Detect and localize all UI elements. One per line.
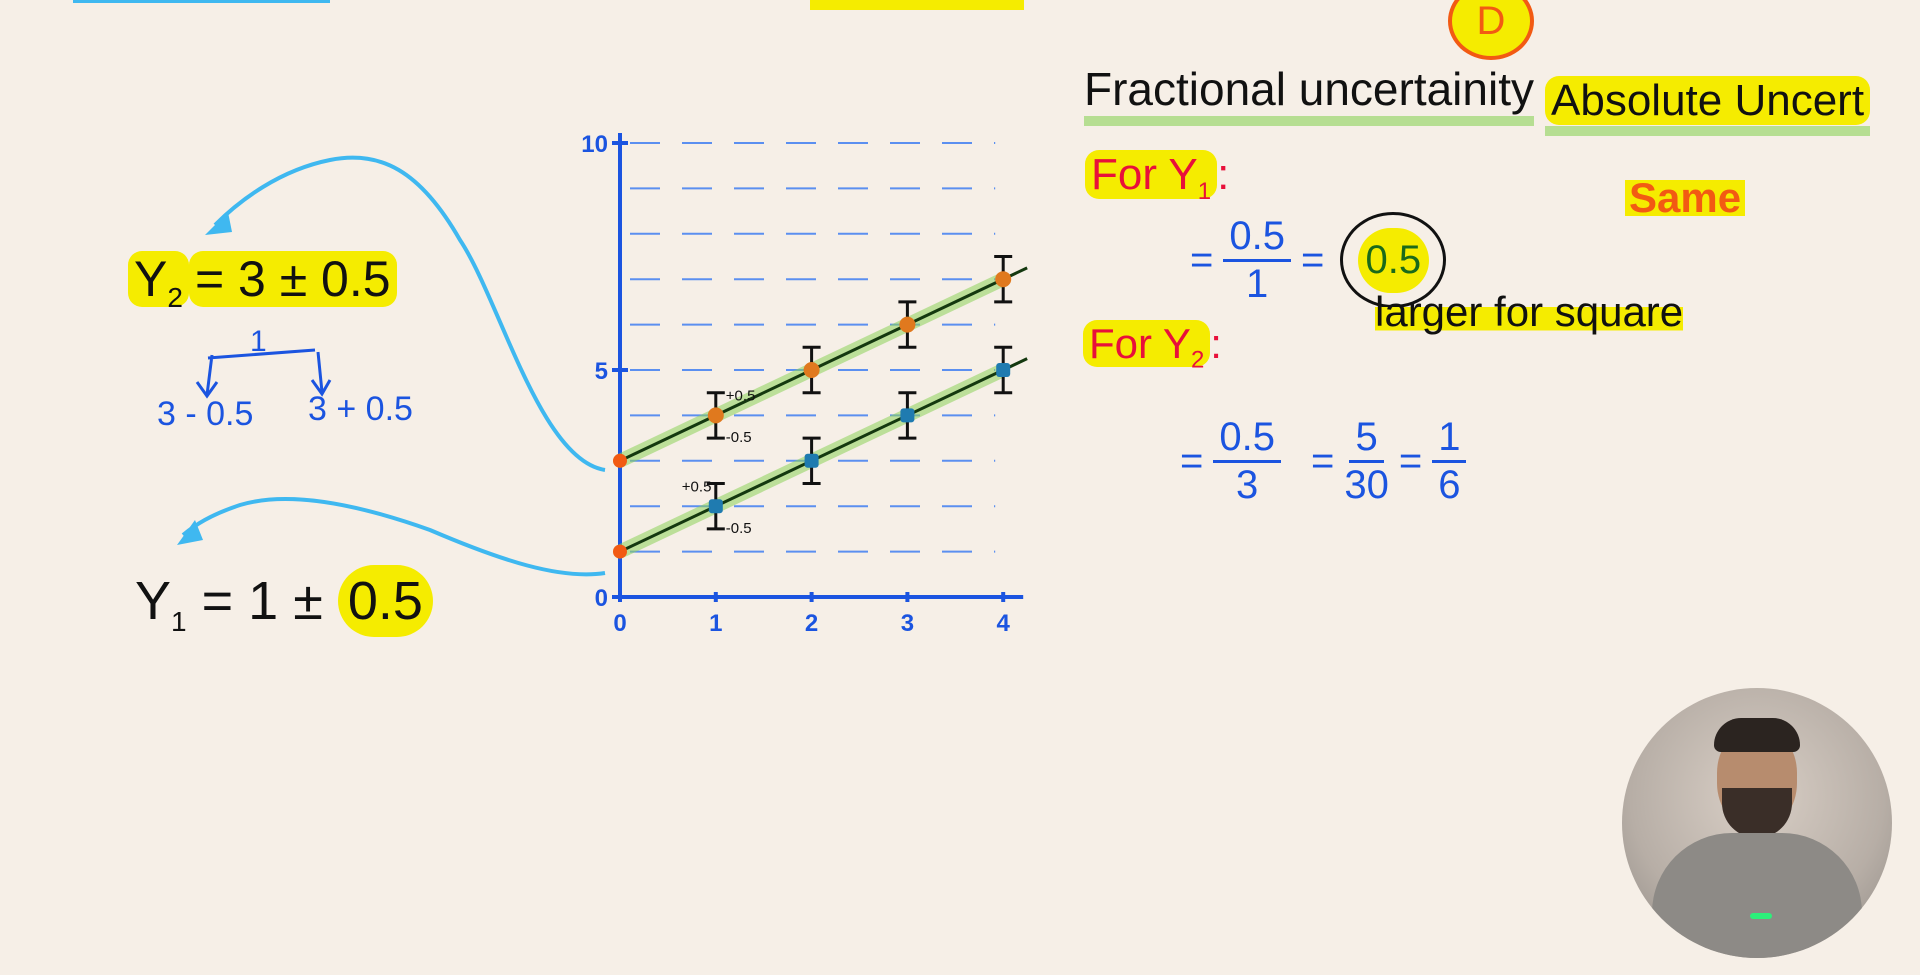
branch-left: 3 - 0.5 — [157, 395, 254, 433]
error-annotation: +0.5 — [682, 479, 712, 496]
error-annotation: -0.5 — [726, 520, 752, 537]
arrow-curve-y2 — [213, 155, 606, 472]
data-point — [707, 407, 724, 424]
fit-line — [619, 266, 1028, 463]
same-label: Same — [1625, 177, 1746, 219]
data-point — [996, 363, 1011, 377]
branch-right: 3 + 0.5 — [308, 390, 413, 428]
x-tick-label: 0 — [613, 610, 626, 637]
arrow-head-y2 — [205, 212, 232, 235]
larger-note: larger for square — [1375, 288, 1684, 335]
error-annotation: -0.5 — [726, 429, 752, 446]
presenter-beard — [1722, 788, 1792, 838]
heading-fractional: Fractional uncertainity — [1084, 62, 1534, 126]
presenter-body — [1652, 833, 1862, 958]
top-cyan-mark — [73, 0, 330, 3]
error-annotation: +0.5 — [726, 388, 756, 405]
data-point — [804, 453, 819, 468]
microphone-light — [1750, 913, 1772, 919]
y1-equation: Y1 = 1 ± 0.5 — [135, 565, 433, 638]
for-y2: For Y2: — [1083, 320, 1222, 374]
data-point — [899, 316, 916, 333]
badge-d: D — [1448, 0, 1534, 60]
data-point — [995, 271, 1012, 288]
x-tick-label: 1 — [709, 610, 722, 637]
y-tick-label: 0 — [595, 585, 608, 612]
intercept-point — [613, 453, 627, 468]
chart: 0 1 2 3 4 0 5 10 +0.5 -0.5 +0.5 -0.5 — [581, 131, 1028, 637]
y-tick-label: 10 — [581, 131, 608, 158]
y1-fraction-line: = 0.5 1 = 0.5 — [1190, 212, 1447, 308]
x-tick-label: 2 — [805, 610, 818, 637]
y2-equation: Y2 = 3 ± 0.5 — [128, 250, 397, 314]
arrow-curve-y1 — [181, 497, 606, 577]
badge-d-text: D — [1476, 0, 1506, 43]
branch-top: 1 — [250, 325, 267, 358]
x-tick-label: 3 — [901, 610, 914, 637]
y1-result-circled: 0.5 — [1340, 212, 1447, 308]
arrow-head-y1 — [177, 520, 203, 545]
webcam-video[interactable] — [1622, 688, 1892, 958]
y-tick-label: 5 — [595, 358, 608, 385]
intercept-point — [613, 544, 627, 559]
data-point — [900, 408, 915, 423]
data-point — [803, 362, 820, 378]
for-y1: For Y1: — [1085, 150, 1229, 206]
fit-line — [619, 357, 1028, 553]
presenter-hair — [1714, 718, 1800, 752]
y2-label: Y2 — [128, 251, 189, 313]
branch-bracket — [195, 348, 332, 399]
x-tick-label: 4 — [997, 610, 1011, 637]
top-highlight-mark — [810, 0, 1024, 10]
heading-absolute: Absolute Uncert — [1545, 76, 1871, 136]
data-point — [708, 499, 723, 514]
